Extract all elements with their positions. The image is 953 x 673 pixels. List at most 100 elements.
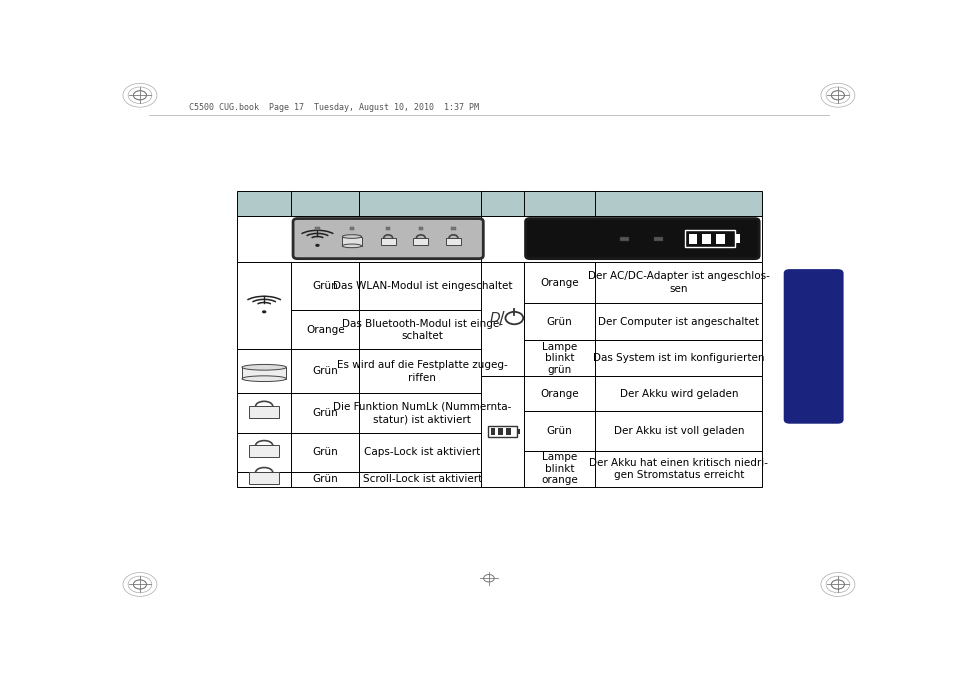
- Text: Scroll-Lock ist aktiviert: Scroll-Lock ist aktiviert: [362, 474, 481, 485]
- Text: /: /: [498, 309, 504, 327]
- Bar: [291, 472, 359, 487]
- Text: Lampe
blinkt
orange: Lampe blinkt orange: [540, 452, 578, 485]
- Text: ↓: ↓: [260, 474, 268, 483]
- Ellipse shape: [242, 376, 286, 382]
- Bar: [716, 234, 724, 244]
- Bar: [523, 451, 595, 487]
- Bar: [497, 429, 502, 435]
- Text: Das Bluetooth-Modul ist einge-
schaltet: Das Bluetooth-Modul ist einge- schaltet: [341, 318, 502, 341]
- Bar: [653, 237, 661, 241]
- Bar: [516, 429, 519, 434]
- Bar: [451, 227, 456, 230]
- FancyBboxPatch shape: [293, 219, 483, 258]
- Text: Das System ist im konfigurierten: Das System ist im konfigurierten: [593, 353, 763, 363]
- Bar: [291, 433, 359, 472]
- Text: Lampe
blinkt
grün: Lampe blinkt grün: [541, 342, 577, 375]
- Bar: [249, 406, 278, 417]
- Text: Der Computer ist angeschaltet: Der Computer ist angeschaltet: [598, 317, 759, 327]
- Bar: [523, 304, 595, 341]
- Bar: [291, 310, 359, 349]
- Bar: [734, 234, 740, 244]
- Text: ↓: ↓: [450, 239, 456, 245]
- Text: Orange: Orange: [306, 325, 344, 335]
- Bar: [314, 227, 319, 230]
- Bar: [359, 394, 484, 433]
- Bar: [480, 376, 523, 487]
- Bar: [523, 341, 595, 376]
- Ellipse shape: [342, 235, 361, 238]
- Text: Grün: Grün: [546, 426, 572, 436]
- Circle shape: [314, 244, 319, 247]
- Bar: [418, 227, 422, 230]
- Bar: [359, 472, 484, 487]
- Bar: [523, 262, 595, 304]
- Bar: [480, 191, 761, 215]
- Text: A: A: [417, 239, 423, 245]
- Bar: [236, 394, 291, 433]
- Bar: [359, 349, 484, 394]
- Text: Die Funktion NumLk (Nummernta-
statur) ist aktiviert: Die Funktion NumLk (Nummernta- statur) i…: [333, 402, 511, 424]
- Bar: [342, 236, 361, 246]
- Bar: [359, 262, 484, 310]
- Bar: [242, 367, 286, 379]
- Bar: [291, 349, 359, 394]
- Bar: [359, 310, 484, 349]
- Bar: [350, 227, 354, 230]
- FancyBboxPatch shape: [525, 219, 759, 258]
- Bar: [595, 411, 761, 451]
- Text: Grün: Grün: [313, 408, 338, 418]
- Text: Der Akku wird geladen: Der Akku wird geladen: [618, 389, 738, 399]
- Bar: [236, 472, 291, 487]
- Bar: [236, 215, 484, 262]
- Bar: [236, 262, 291, 349]
- Text: Der Akku hat einen kritisch niedri-
gen Stromstatus erreicht: Der Akku hat einen kritisch niedri- gen …: [589, 458, 767, 480]
- Bar: [480, 262, 523, 376]
- Bar: [236, 349, 291, 394]
- Text: Grün: Grün: [313, 448, 338, 457]
- Text: Orange: Orange: [539, 277, 578, 287]
- Bar: [505, 429, 510, 435]
- Bar: [413, 238, 428, 246]
- Text: Es wird auf die Festplatte zugeg-
riffen: Es wird auf die Festplatte zugeg- riffen: [336, 360, 507, 383]
- Bar: [488, 426, 516, 437]
- Text: 1: 1: [385, 239, 390, 245]
- Text: A: A: [261, 447, 267, 456]
- Text: Grün: Grün: [313, 474, 338, 485]
- Text: D/U: D/U: [561, 234, 583, 244]
- Text: Der AC/DC-Adapter ist angeschlos-
sen: Der AC/DC-Adapter ist angeschlos- sen: [587, 271, 769, 293]
- Text: Grün: Grün: [313, 366, 338, 376]
- Circle shape: [262, 310, 266, 314]
- Bar: [595, 451, 761, 487]
- Text: 1: 1: [261, 407, 267, 417]
- Bar: [595, 341, 761, 376]
- Text: Grün: Grün: [546, 317, 572, 327]
- Bar: [380, 238, 395, 246]
- Bar: [490, 429, 495, 435]
- Bar: [523, 411, 595, 451]
- Bar: [359, 433, 484, 472]
- Ellipse shape: [242, 365, 286, 370]
- Bar: [688, 234, 697, 244]
- Bar: [523, 376, 595, 411]
- Bar: [684, 230, 734, 247]
- Bar: [386, 227, 390, 230]
- Ellipse shape: [342, 244, 361, 248]
- Text: Grün: Grün: [313, 281, 338, 291]
- Bar: [446, 238, 460, 246]
- Bar: [236, 191, 484, 215]
- FancyBboxPatch shape: [782, 269, 842, 424]
- Text: C5500 CUG.book  Page 17  Tuesday, August 10, 2010  1:37 PM: C5500 CUG.book Page 17 Tuesday, August 1…: [189, 103, 478, 112]
- Bar: [291, 262, 359, 310]
- Text: Der Akku ist voll geladen: Der Akku ist voll geladen: [613, 426, 743, 436]
- Bar: [236, 433, 291, 472]
- Bar: [701, 234, 710, 244]
- Bar: [291, 394, 359, 433]
- Bar: [480, 215, 761, 262]
- Bar: [595, 304, 761, 341]
- Bar: [595, 262, 761, 304]
- Text: Orange: Orange: [539, 389, 578, 399]
- Bar: [619, 237, 628, 241]
- Bar: [249, 446, 278, 457]
- Text: D: D: [489, 311, 500, 325]
- Text: Caps-Lock ist aktiviert: Caps-Lock ist aktiviert: [364, 448, 480, 457]
